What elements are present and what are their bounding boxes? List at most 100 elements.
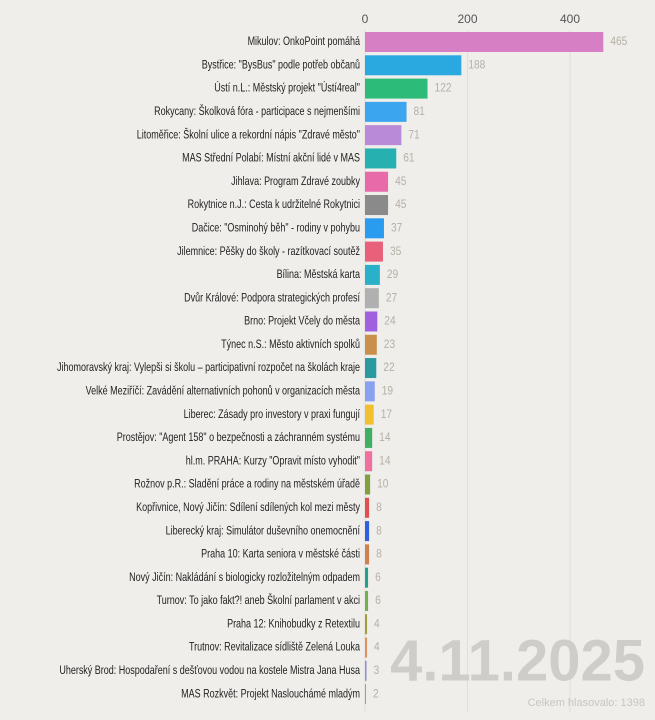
bar — [365, 381, 375, 402]
value-label: 35 — [390, 245, 401, 258]
category-label: Trutnov: Revitalizace sídliště Zelená Lo… — [189, 641, 360, 655]
category-label: Ústí n.L.: Městský projekt "Ústí4real" — [214, 80, 360, 95]
bar — [365, 55, 462, 76]
category-label: Prostějov: "Agent 158" o bezpečnosti a z… — [117, 431, 360, 445]
label-group: Rožnov p.R.: Sladění práce a rodiny na m… — [134, 477, 360, 491]
bar — [365, 195, 389, 216]
label-group: Rokytnice n.J.: Cesta k udržitelné Rokyt… — [188, 198, 360, 212]
label-group: Ústí n.L.: Městský projekt "Ústí4real" — [214, 80, 360, 95]
label-group: Uherský Brod: Hospodaření s dešťovou vod… — [59, 664, 360, 678]
category-label: Dačice: "Osminohý běh" - rodiny v pohybu — [192, 221, 360, 235]
label-group: Brno: Projekt Včely do města — [244, 314, 360, 328]
value-group: 35 — [390, 245, 401, 258]
category-label: Praha 12: Knihobudky z Retextilu — [227, 617, 360, 631]
label-group: Nový Jičín: Nakládání s biologicky rozlo… — [129, 571, 360, 585]
label-group: Turnov: To jako fakt?! aneb Školní parla… — [157, 593, 360, 608]
x-tick-label: 400 — [560, 12, 580, 26]
value-group: 8 — [376, 548, 382, 561]
value-label: 29 — [387, 268, 398, 281]
category-label: Bystřice: "BysBus" podle potřeb občanů — [202, 58, 360, 72]
bar — [365, 148, 397, 169]
value-group: 188 — [468, 59, 485, 72]
total-label: Celkem hlasovalo: 1398 — [528, 697, 645, 709]
value-group: 61 — [403, 152, 414, 165]
category-label: Velké Meziříčí: Zavádění alternativních … — [86, 384, 360, 398]
bar — [365, 125, 402, 146]
value-group: 23 — [384, 338, 395, 351]
value-group: 37 — [391, 222, 402, 235]
label-group: Liberecký kraj: Simulátor duševního onem… — [166, 524, 360, 538]
value-label: 4 — [374, 641, 380, 654]
value-label: 61 — [403, 152, 414, 165]
label-group: Liberec: Zásady pro investory v praxi fu… — [184, 408, 360, 422]
value-group: 24 — [384, 315, 395, 328]
value-label: 81 — [414, 105, 425, 118]
label-group: Jihomoravský kraj: Vylepši si školu – pa… — [57, 361, 360, 375]
bar — [365, 264, 380, 285]
category-label: Dvůr Králové: Podpora strategických prof… — [184, 291, 360, 305]
category-label: MAS Střední Polabí: Místní akční lidé v … — [182, 151, 360, 165]
value-label: 6 — [375, 571, 381, 584]
bar — [365, 288, 379, 309]
value-group: 14 — [379, 431, 390, 444]
bar — [365, 521, 370, 542]
value-group: 8 — [376, 525, 382, 538]
bar — [365, 32, 604, 52]
value-group: 27 — [386, 292, 397, 305]
bar — [365, 101, 407, 122]
value-group: 29 — [387, 268, 398, 281]
value-label: 23 — [384, 338, 395, 351]
value-label: 8 — [376, 525, 382, 538]
label-group: Rokycany: Školková fóra - participace s … — [154, 104, 360, 119]
category-label: Turnov: To jako fakt?! aneb Školní parla… — [157, 593, 360, 608]
value-group: 14 — [379, 455, 390, 468]
value-label: 8 — [376, 548, 382, 561]
value-label: 4 — [374, 618, 380, 631]
category-label: Praha 10: Karta seniora v městské části — [201, 547, 360, 561]
value-group: 17 — [381, 408, 392, 421]
bar — [365, 544, 370, 565]
value-label: 8 — [376, 501, 382, 514]
category-label: Brno: Projekt Včely do města — [244, 314, 360, 328]
value-group: 81 — [414, 105, 425, 118]
value-label: 188 — [468, 59, 485, 72]
label-group: Mikulov: OnkoPoint pomáhá — [248, 35, 361, 49]
category-label: Liberecký kraj: Simulátor duševního onem… — [166, 524, 360, 538]
bar — [365, 427, 373, 448]
value-group: 6 — [375, 594, 381, 607]
date-label: 4.11.2025 — [390, 628, 645, 693]
value-group: 22 — [383, 362, 394, 375]
category-label: Jilemnice: Pěšky do školy - razítkovací … — [177, 245, 360, 259]
bar — [365, 218, 384, 239]
value-group: 10 — [377, 478, 388, 491]
value-group: 8 — [376, 501, 382, 514]
bar — [365, 567, 369, 588]
label-group: Prostějov: "Agent 158" o bezpečnosti a z… — [117, 431, 360, 445]
category-label: Nový Jičín: Nakládání s biologicky rozlo… — [129, 571, 360, 585]
x-tick-label: 0 — [362, 12, 369, 26]
value-group: 6 — [375, 571, 381, 584]
value-label: 3 — [374, 664, 380, 677]
bar — [365, 358, 377, 379]
value-label: 19 — [382, 385, 393, 398]
label-group: Týnec n.S.: Město aktivních spolků — [221, 338, 360, 352]
category-label: Bílina: Městská karta — [277, 268, 361, 282]
value-label: 2 — [373, 688, 379, 701]
value-group: 4 — [374, 641, 380, 654]
label-group: MAS Rozkvět: Projekt Naslouchámé mladým — [181, 687, 360, 701]
bar — [365, 171, 389, 192]
category-label: hl.m. PRAHA: Kurzy "Opravit místo vyhodi… — [186, 454, 360, 468]
value-group: 71 — [408, 129, 419, 142]
label-group: Trutnov: Revitalizace sídliště Zelená Lo… — [189, 641, 360, 655]
category-label: Liberec: Zásady pro investory v praxi fu… — [184, 408, 360, 422]
bar — [365, 474, 371, 495]
value-label: 465 — [610, 35, 627, 48]
label-group: Kopřivnice, Nový Jičín: Sdílení sdílenýc… — [136, 501, 360, 515]
value-group: 3 — [374, 664, 380, 677]
label-group: hl.m. PRAHA: Kurzy "Opravit místo vyhodi… — [186, 454, 360, 468]
value-label: 10 — [377, 478, 388, 491]
category-label: Rožnov p.R.: Sladění práce a rodiny na m… — [134, 477, 360, 491]
category-label: Jihlava: Program Zdravé zoubky — [231, 175, 360, 189]
bar — [365, 334, 377, 355]
